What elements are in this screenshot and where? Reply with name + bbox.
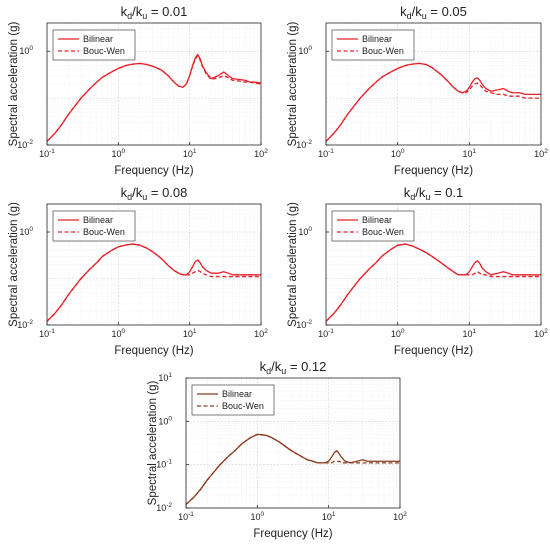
x-tick-label: 102 [534, 148, 548, 159]
legend-box [52, 29, 136, 61]
x-tick-label: 101 [322, 511, 336, 522]
series-line-bilinear [325, 243, 541, 322]
chart-panel-3: 10-1 100 101 102 10-2 100 kd/ku = 0.08 Frequenc… [8, 185, 268, 357]
axes-frame [46, 203, 262, 326]
x-tick-label: 10-1 [39, 328, 55, 339]
legend-label: Bouc-Wen [362, 227, 404, 237]
legend-box [331, 29, 415, 61]
x-tick-label: 100 [112, 148, 126, 159]
legend-label: Bouc-Wen [83, 227, 125, 237]
legend-box [52, 210, 136, 242]
legend-label: Bilinear [83, 34, 113, 44]
chart-title: kd/ku = 0.08 [121, 185, 188, 202]
chart-title: kd/ku = 0.01 [121, 4, 188, 21]
series-line-bilinear [46, 243, 261, 322]
y-tick-label: 100 [158, 415, 172, 426]
y-tick-label: 10-2 [296, 319, 312, 330]
x-tick-label: 10-1 [39, 148, 55, 159]
y-tick-label: 10-2 [17, 139, 33, 150]
legend-label: Bilinear [83, 215, 113, 225]
series-line-bouc-wen [46, 55, 262, 142]
y-tick-label: 10-2 [156, 502, 172, 513]
y-tick-label: 100 [298, 226, 312, 237]
y-tick-label: 10-1 [156, 459, 172, 470]
x-tick-label: 101 [463, 328, 477, 339]
series-line-bouc-wen [185, 433, 400, 506]
y-tick-label: 100 [19, 226, 33, 237]
axes-frame [185, 377, 401, 509]
axes-frame [325, 203, 542, 326]
y-tick-label: 101 [158, 372, 172, 383]
x-axis-label: Frequency (Hz) [114, 345, 193, 357]
legend-label: Bilinear [362, 215, 392, 225]
x-tick-label: 102 [393, 511, 407, 522]
legend-label: Bouc-Wen [222, 401, 264, 411]
y-tick-label: 100 [298, 45, 312, 56]
x-tick-label: 10-1 [318, 148, 334, 159]
legend-box [331, 210, 415, 242]
x-tick-label: 100 [391, 328, 405, 339]
x-tick-label: 100 [112, 328, 126, 339]
y-tick-label: 10-2 [17, 319, 33, 330]
chart-title: kd/ku = 0.05 [400, 4, 467, 21]
legend: Bilinear Bouc-Wen [191, 384, 275, 416]
legend-label: Bilinear [222, 389, 252, 399]
x-tick-label: 102 [254, 328, 268, 339]
x-tick-label: 101 [183, 328, 197, 339]
legend: Bilinear Bouc-Wen [52, 210, 136, 242]
grid [46, 203, 261, 326]
x-tick-label: 100 [391, 148, 405, 159]
series-line-bouc-wen [325, 62, 541, 142]
x-axis-label: Frequency (Hz) [394, 165, 473, 177]
chart-panel-4: 10-1 100 101 102 10-2 100 kd/ku = 0.1 Frequency… [287, 185, 548, 357]
x-axis-label: Frequency (Hz) [394, 345, 473, 357]
y-tick-label: 100 [19, 45, 33, 56]
axes-frame [46, 22, 262, 146]
y-axis-label: Spectral acceleration (g) [8, 22, 20, 147]
legend-label: Bouc-Wen [83, 46, 125, 56]
x-axis-label: Frequency (Hz) [253, 528, 332, 540]
series-line-bilinear [325, 62, 541, 142]
y-axis-label: Spectral acceleration (g) [287, 202, 299, 327]
chart-title: kd/ku = 0.12 [260, 359, 327, 376]
legend: Bilinear Bouc-Wen [331, 29, 415, 61]
x-tick-label: 101 [183, 148, 197, 159]
legend-label: Bilinear [362, 34, 392, 44]
grid [185, 378, 400, 509]
y-tick-label: 10-2 [296, 139, 312, 150]
chart-panel-2: 10-1 100 101 102 10-2 100 kd/ku = 0.05 Frequenc… [287, 4, 548, 177]
chart-panel-1: 10-1 100 101 102 10-2 100 kd/ku = 0.01 Frequenc… [8, 4, 268, 177]
x-tick-label: 101 [463, 148, 477, 159]
chart-panel-5: 10-1 100 101 102 10-2 10-1 100 101 kd/ku = 0.12 F… [147, 359, 407, 540]
y-axis-label: Spectral acceleration (g) [8, 202, 20, 327]
chart-title: kd/ku = 0.1 [404, 185, 464, 202]
x-tick-label: 100 [251, 511, 265, 522]
x-tick-label: 10-1 [318, 328, 334, 339]
legend: Bilinear Bouc-Wen [52, 29, 136, 61]
x-tick-label: 102 [254, 148, 268, 159]
legend-label: Bouc-Wen [362, 46, 404, 56]
x-axis-label: Frequency (Hz) [114, 165, 193, 177]
y-axis-label: Spectral acceleration (g) [147, 381, 159, 506]
axes-frame [325, 22, 542, 146]
x-tick-label: 10-1 [178, 511, 194, 522]
legend: Bilinear Bouc-Wen [331, 210, 415, 242]
y-axis-label: Spectral acceleration (g) [287, 22, 299, 147]
legend-box [191, 384, 275, 416]
x-tick-label: 102 [534, 328, 548, 339]
